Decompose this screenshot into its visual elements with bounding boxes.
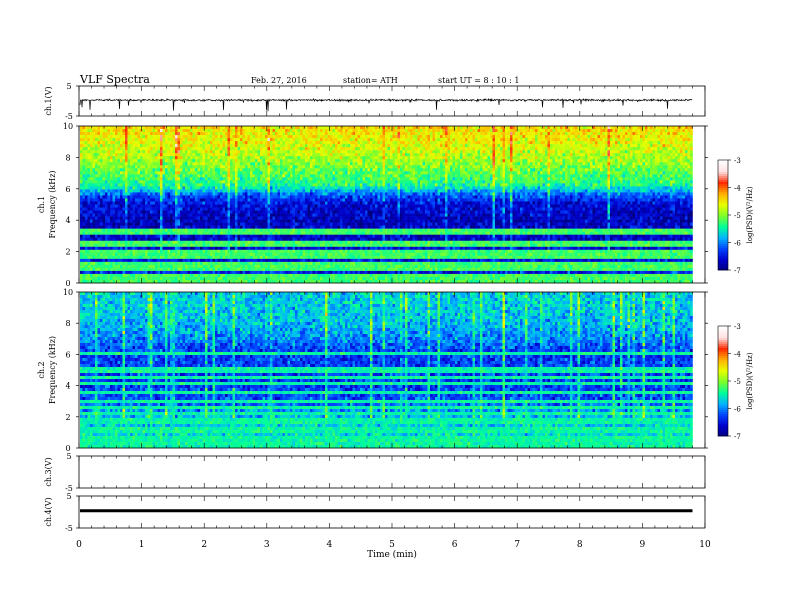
- ch1-spectrogram-frequency-label: Frequency (kHz): [48, 170, 57, 238]
- ch1-spectrogram-colorbar-tick-label: -3: [734, 157, 741, 165]
- ch3-waveform-ytick-top: 5: [66, 452, 71, 461]
- ch1-spectrogram-colorbar-tick-label: -5: [734, 212, 741, 220]
- ch4-waveform-ylabel: ch.4(V): [44, 497, 53, 526]
- ch1-spectrogram-ytick-label: 2: [65, 248, 70, 257]
- ch1-spectrogram-heatmap: [80, 126, 693, 284]
- ch2-spectrogram-colorbar-tick-label: -7: [734, 433, 741, 441]
- xtick-label: 8: [577, 540, 583, 550]
- ch1-spectrogram-colorbar-tick-label: -4: [734, 185, 741, 193]
- xtick-label: 5: [389, 540, 395, 550]
- station-label: station= ATH: [343, 76, 398, 85]
- ch1-spectrogram-colorbar-tick-label: -6: [734, 240, 741, 248]
- ch2-spectrogram-colorbar-tick-label: -6: [734, 406, 741, 414]
- ch1-spectrogram-ytick-label: 6: [65, 185, 70, 194]
- ch1-spectrogram-ytick-label: 8: [65, 153, 70, 162]
- ch2-spectrogram-colorbar-tick-label: -4: [734, 351, 741, 359]
- ch4-waveform-ytick-bottom: -5: [65, 524, 73, 533]
- ch2-spectrogram-ytick-label: 8: [65, 319, 70, 328]
- ch2-spectrogram-channel-label: ch.2: [37, 361, 46, 378]
- ch1-spectrogram-ytick-label: 10: [63, 122, 73, 131]
- ch1-waveform-ytick-bottom: -5: [65, 112, 73, 121]
- ch2-spectrogram-ytick-label: 10: [63, 288, 73, 297]
- xtick-label: 4: [327, 540, 333, 550]
- ch1-spectrogram-ytick-label: 0: [65, 279, 70, 288]
- x-axis-label: Time (min): [367, 549, 417, 560]
- ch2-spectrogram-ytick-label: 6: [65, 350, 70, 359]
- date-label: Feb. 27, 2016: [251, 76, 307, 85]
- xtick-label: 0: [76, 540, 82, 550]
- ch3-waveform-ytick-bottom: -5: [65, 484, 73, 493]
- xtick-label: 1: [139, 540, 145, 550]
- page-title: VLF Spectra: [80, 73, 150, 86]
- ch4-waveform-ytick-top: 5: [66, 492, 71, 501]
- ch1-spectrogram-channel-label: ch.1: [37, 196, 46, 213]
- ch1-spectrogram-colorbar-tick-label: -7: [734, 267, 741, 275]
- xtick-label: 7: [514, 540, 520, 550]
- ch2-spectrogram-ytick-label: 0: [65, 444, 70, 453]
- xtick-label: 3: [264, 540, 270, 550]
- start-time-label: start UT = 8 : 10 : 1: [438, 76, 519, 85]
- xtick-label: 10: [699, 540, 711, 550]
- ch2-spectrogram-colorbar-label: log(PSD)(V²/Hz): [746, 352, 754, 409]
- ch2-spectrogram-heatmap: [80, 292, 693, 449]
- ch2-spectrogram-colorbar: [718, 326, 728, 437]
- ch2-spectrogram-ytick-label: 2: [65, 413, 70, 422]
- ch2-spectrogram-colorbar-tick-label: -3: [734, 323, 741, 331]
- ch1-spectrogram-colorbar: [718, 160, 728, 271]
- ch1-waveform-ytick-top: 5: [66, 82, 71, 91]
- ch2-spectrogram-frequency-label: Frequency (kHz): [48, 336, 57, 404]
- ch1-spectrogram-colorbar-label: log(PSD)(V²/Hz): [746, 186, 754, 243]
- ch1-waveform-trace: [79, 97, 693, 112]
- ch1-waveform-ylabel: ch.1(V): [44, 86, 53, 115]
- ch2-spectrogram-ytick-label: 4: [65, 382, 70, 391]
- xtick-label: 2: [201, 540, 207, 550]
- ch2-spectrogram-colorbar-tick-label: -5: [734, 378, 741, 386]
- ch1-spectrogram-ytick-label: 4: [65, 216, 70, 225]
- xtick-label: 9: [640, 540, 646, 550]
- xtick-label: 6: [452, 540, 458, 550]
- ch3-waveform-ylabel: ch.3(V): [44, 457, 53, 486]
